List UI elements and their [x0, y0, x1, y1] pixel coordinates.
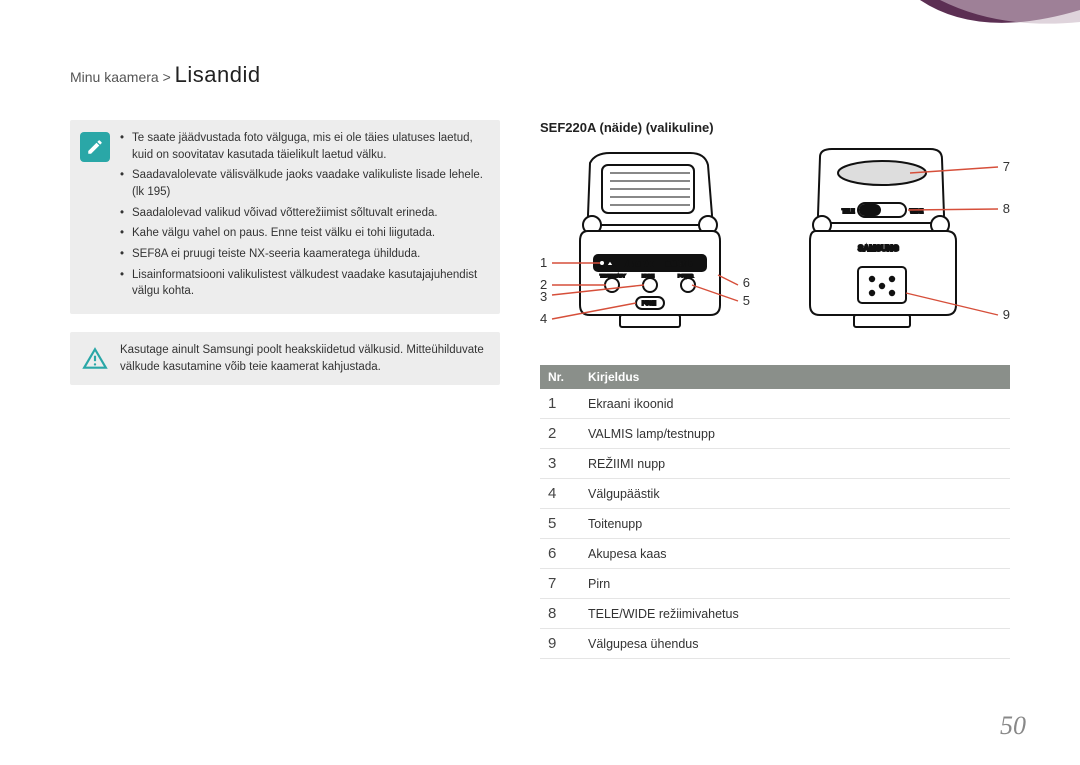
svg-text:MODE: MODE: [642, 273, 654, 278]
note-icon: [80, 132, 110, 162]
table-row: 5Toitenupp: [540, 509, 1010, 539]
svg-text:POWER: POWER: [678, 273, 693, 278]
th-nr: Nr.: [540, 365, 580, 389]
table-header-row: Nr. Kirjeldus: [540, 365, 1010, 389]
diagram-back: TELE WIDE SAMSUNG: [780, 145, 1010, 345]
note-item: Saadavalolevate välisvälkude jaoks vaada…: [120, 167, 486, 200]
svg-text:AUTO MAX: AUTO MAX: [626, 262, 653, 268]
note-list: Te saate jäädvustada foto välguga, mis e…: [120, 130, 486, 304]
note-item: Kahe välgu vahel on paus. Enne teist väl…: [120, 225, 486, 242]
table-row: 8TELE/WIDE režiimivahetus: [540, 599, 1010, 629]
table-row: 2VALMIS lamp/testnupp: [540, 419, 1010, 449]
table-row: 7Pirn: [540, 569, 1010, 599]
table-body: 1Ekraani ikoonid 2VALMIS lamp/testnupp 3…: [540, 389, 1010, 659]
table-row: 9Välgupesa ühendus: [540, 629, 1010, 659]
callout-5: 5: [743, 293, 750, 308]
callout-9: 9: [1003, 307, 1010, 322]
table-row: 3REŽIIMI nupp: [540, 449, 1010, 479]
note-item: Te saate jäädvustada foto välguga, mis e…: [120, 130, 486, 163]
diagram-wrap: AUTO MAX ½ ¼ ⅛ 1⁄16 TEST/READY MODE POWE…: [540, 145, 1010, 345]
table-row: 1Ekraani ikoonid: [540, 389, 1010, 419]
caution-box: Kasutage ainult Samsungi poolt heakskiid…: [70, 332, 500, 385]
page-number: 50: [1000, 711, 1026, 741]
caution-text: Kasutage ainult Samsungi poolt heakskiid…: [120, 342, 486, 375]
svg-text:TEST/READY: TEST/READY: [600, 273, 625, 278]
svg-text:SAMSUNG: SAMSUNG: [858, 244, 899, 253]
diagram-front: AUTO MAX ½ ¼ ⅛ 1⁄16 TEST/READY MODE POWE…: [540, 145, 750, 345]
table-row: 6Akupesa kaas: [540, 539, 1010, 569]
page-title: Lisandid: [175, 62, 261, 87]
description-table: Nr. Kirjeldus 1Ekraani ikoonid 2VALMIS l…: [540, 365, 1010, 659]
callout-4: 4: [540, 311, 547, 326]
note-item: Lisainformatsiooni valikulistest välkude…: [120, 267, 486, 300]
breadcrumb-path: Minu kaamera >: [70, 69, 171, 85]
note-item: Saadalolevad valikud võivad võtterežiimi…: [120, 205, 486, 222]
callout-3: 3: [540, 289, 547, 304]
note-item: SEF8A ei pruugi teiste NX-seeria kaamera…: [120, 246, 486, 263]
table-row: 4Välgupäästik: [540, 479, 1010, 509]
caution-icon: [80, 344, 110, 374]
svg-text:TELE: TELE: [842, 209, 855, 215]
svg-text:PUSH: PUSH: [642, 301, 656, 307]
corner-decoration: [920, 0, 1080, 70]
breadcrumb: Minu kaamera > Lisandid: [70, 62, 261, 88]
note-box: Te saate jäädvustada foto välguga, mis e…: [70, 120, 500, 314]
svg-text:½ ¼ ⅛ 1⁄16: ½ ¼ ⅛ 1⁄16: [666, 261, 692, 268]
callout-8: 8: [1003, 201, 1010, 216]
th-desc: Kirjeldus: [580, 365, 1010, 389]
callout-1: 1: [540, 255, 547, 270]
callout-7: 7: [1003, 159, 1010, 174]
callout-6: 6: [743, 275, 750, 290]
diagram-heading: SEF220A (näide) (valikuline): [540, 120, 1010, 135]
